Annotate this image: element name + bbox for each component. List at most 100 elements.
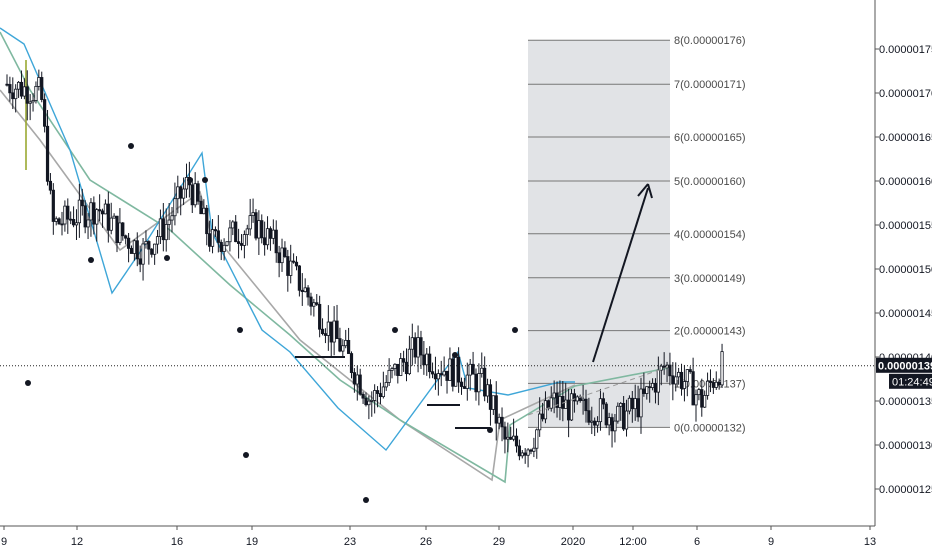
gray-moving-average-line (0, 89, 576, 482)
candle-body (71, 219, 76, 226)
pivot-marker (88, 257, 94, 263)
fib-level-label-2: 2(0.00000143) (674, 326, 746, 338)
candle-body (509, 436, 513, 440)
candle-body (703, 395, 707, 408)
time-axis[interactable]: 9 12 16 19 23 26 29 2020 12:00 6 9 13 (0, 525, 876, 548)
countdown-tag (889, 373, 932, 389)
candle-body (199, 200, 203, 215)
candle-body (320, 328, 325, 334)
candle-body (413, 337, 417, 358)
pivot-marker (25, 380, 31, 386)
candle-body (132, 240, 136, 254)
candle-body (474, 373, 478, 393)
candle-body (34, 85, 38, 101)
fib-level-label-6: 6(0.00000165) (674, 132, 746, 144)
candle-body (176, 186, 180, 200)
candle-body (697, 389, 701, 396)
fib-level-label-4: 4(0.00000154) (674, 229, 746, 241)
candle-body (503, 426, 507, 440)
time-tick-label: 23 (344, 536, 356, 548)
candle-body (37, 77, 41, 87)
candle-body (248, 215, 252, 230)
candle-body (257, 220, 261, 239)
candle-body (720, 351, 724, 386)
candle-body (436, 373, 440, 380)
candles-group (5, 69, 724, 468)
candle-body (711, 382, 715, 388)
candle-body (112, 215, 116, 219)
candle-body (312, 302, 316, 307)
price-tick-label: 0.00000170 (879, 88, 932, 100)
candle-body (109, 217, 113, 231)
candle-body (549, 397, 553, 409)
candle-body (622, 403, 626, 430)
candle-body (153, 243, 157, 255)
candle-body (598, 398, 603, 423)
candle-body (619, 403, 623, 407)
candle-body (494, 395, 498, 424)
candle-body (213, 229, 218, 232)
candle-body (135, 240, 139, 260)
candle-body (242, 234, 246, 246)
candle-body (179, 186, 183, 199)
candle-body (164, 224, 168, 241)
candle-body (367, 400, 371, 406)
candle-body (181, 188, 186, 199)
candle-body (190, 184, 194, 206)
candle-body (8, 84, 12, 94)
candle-body (677, 371, 681, 378)
candle-body (74, 222, 79, 226)
candle-body (555, 392, 559, 408)
candle-body (303, 287, 307, 293)
candle-body (318, 303, 322, 330)
candle-body (419, 337, 423, 356)
candle-body (196, 183, 200, 202)
candle-body (297, 265, 301, 291)
candle-body (326, 321, 330, 336)
candle-body (462, 386, 467, 389)
candle-body (193, 183, 197, 206)
candle-body (402, 358, 406, 363)
candle-body (428, 353, 432, 373)
candle-body (457, 356, 461, 383)
price-tick-label: 0.00000165 (879, 132, 932, 144)
candle-body (650, 382, 655, 388)
candle-body (523, 452, 527, 456)
candle-body (173, 198, 177, 217)
candle-body (69, 218, 73, 221)
candle-body (674, 376, 678, 385)
candle-body (329, 321, 333, 343)
candle-body (569, 393, 574, 421)
price-axis[interactable]: 0.00000175 0.00000170 0.00000165 0.00000160… (874, 0, 932, 526)
candle-body (277, 252, 281, 264)
candle-body (381, 386, 385, 398)
candle-body (144, 241, 148, 245)
candle-body (708, 380, 713, 383)
candle-body (378, 393, 383, 398)
candle-body (430, 371, 435, 375)
candle-body (126, 237, 131, 249)
candle-body (480, 367, 484, 374)
candle-body (483, 367, 487, 397)
candle-body (425, 353, 429, 366)
candle-body (488, 384, 493, 410)
candle-body (575, 396, 579, 402)
candle-body (280, 247, 284, 264)
candle-body (103, 203, 108, 215)
fib-level-label-5: 5(0.00000160) (674, 176, 746, 188)
candle-body (532, 447, 536, 452)
candle-body (57, 218, 61, 225)
candle-body (581, 398, 585, 401)
candle-body (210, 229, 215, 247)
candle-body (717, 381, 721, 386)
candle-body (54, 218, 58, 222)
candle-body (344, 339, 348, 347)
candle-body (141, 243, 145, 265)
candle-body (158, 218, 163, 237)
candle-body (399, 358, 403, 376)
candle-body (121, 222, 125, 237)
candle-body (642, 388, 646, 394)
candle-body (11, 92, 15, 100)
candle-body (558, 395, 562, 408)
